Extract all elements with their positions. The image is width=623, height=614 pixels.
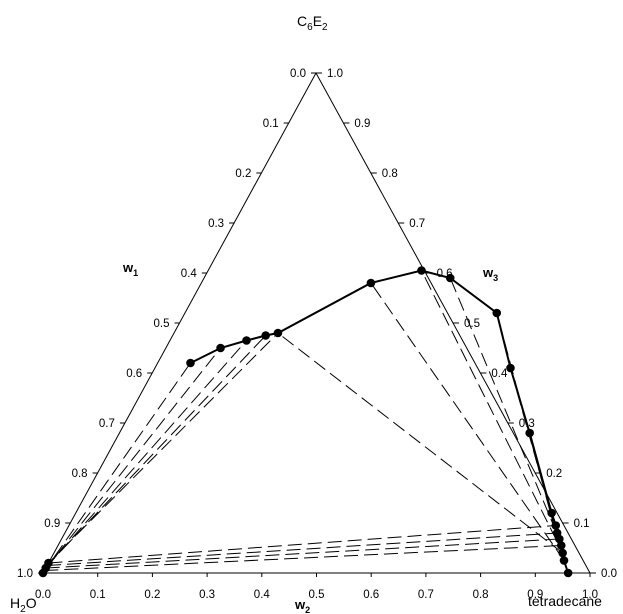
data-point <box>525 428 534 438</box>
tick-w2: 1.0 <box>582 589 598 601</box>
tie-line <box>48 332 279 564</box>
tie-line <box>47 532 558 566</box>
tick-w1: 0.2 <box>235 168 251 180</box>
axis-label-w2: w2 <box>294 597 310 614</box>
tick-w1: 0.5 <box>154 318 170 330</box>
tick-w2: 0.2 <box>144 589 160 601</box>
tie-line <box>449 277 565 551</box>
binodal-curve-line <box>190 269 570 574</box>
tick-w3: 0.1 <box>574 518 590 530</box>
tick-w2: 0.7 <box>418 589 434 601</box>
data-point <box>506 363 515 373</box>
tick-w1: 0.8 <box>72 468 88 480</box>
tick-w2: 0.1 <box>90 589 106 601</box>
data-point <box>216 343 225 353</box>
tick-w2: 0.4 <box>254 589 271 601</box>
data-point <box>492 308 502 318</box>
tie-line <box>45 340 247 569</box>
tick-w1: 0.0 <box>290 68 306 80</box>
data-point <box>558 548 567 558</box>
tick-w1: 0.1 <box>263 118 279 130</box>
tie-line <box>44 545 562 571</box>
corner-label-top: C6E2 <box>297 13 328 33</box>
tick-w2: 0.0 <box>35 589 51 601</box>
tick-w3: 0.7 <box>409 218 425 230</box>
tick-w1: 1.0 <box>17 568 33 580</box>
tick-w3: 0.9 <box>354 118 370 130</box>
data-point <box>563 568 573 578</box>
tie-line <box>48 525 556 564</box>
tie-line <box>277 332 563 554</box>
tick-w3: 0.3 <box>519 418 535 430</box>
data-point <box>242 336 251 345</box>
tick-w3: 0.0 <box>601 568 617 580</box>
corner-label-left: H2O <box>10 595 37 614</box>
data-point <box>559 556 569 565</box>
data-point <box>273 328 283 338</box>
axis-label-w1: w1 <box>122 260 138 278</box>
data-point <box>547 508 556 518</box>
data-point <box>261 331 270 340</box>
tick-w1: 0.4 <box>181 268 198 280</box>
tick-labels: 0.0 0.1 0.2 0.3 0.4 0.5 0.6 0.7 0.8 0.9 1.00.00.10… <box>17 68 617 601</box>
data-point <box>366 278 376 288</box>
tick-w3: 0.8 <box>382 168 398 180</box>
tie-lines <box>42 270 566 574</box>
data-point <box>445 273 455 283</box>
data-points <box>38 266 573 578</box>
tie-line <box>42 362 191 574</box>
tie-line <box>421 270 566 559</box>
tick-w1: 0.9 <box>44 518 60 530</box>
tick-w3: 0.6 <box>437 268 453 280</box>
tick-w3: 1.0 <box>327 68 343 80</box>
tick-w1: 0.7 <box>99 418 115 430</box>
binodal-curve <box>190 269 570 574</box>
data-point <box>556 541 566 550</box>
tick-w2: 0.6 <box>363 589 379 601</box>
tick-w2: 0.5 <box>309 589 325 601</box>
tie-line <box>370 282 565 561</box>
tick-w3: 0.2 <box>546 468 562 480</box>
tick-w1: 0.3 <box>208 218 224 230</box>
data-point <box>551 521 561 530</box>
tick-w1: 0.6 <box>126 368 142 380</box>
tick-w3: 0.5 <box>464 318 480 330</box>
axis-label-w3: w3 <box>482 265 498 283</box>
data-point <box>552 528 562 538</box>
data-point <box>417 266 426 275</box>
tick-w3: 0.4 <box>491 368 508 380</box>
tick-w2: 0.9 <box>527 589 543 601</box>
triangle-frame <box>42 72 591 574</box>
tie-line <box>43 347 221 571</box>
data-point <box>186 358 195 368</box>
tick-w2: 0.8 <box>473 589 489 601</box>
corner-label-right: tetradecane <box>528 593 602 609</box>
tick-w2: 0.3 <box>199 589 215 601</box>
tie-line <box>45 538 560 569</box>
